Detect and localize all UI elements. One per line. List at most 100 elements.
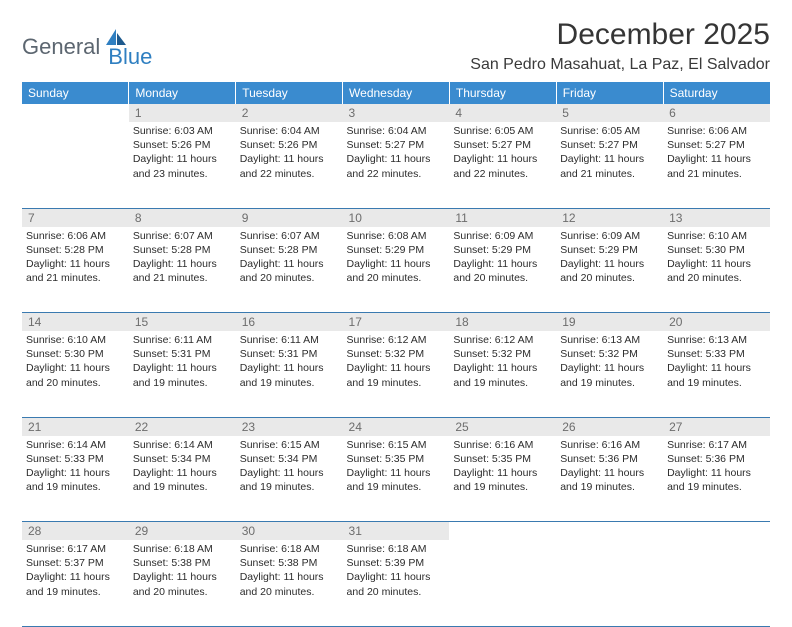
daylight-text-2: and 23 minutes. — [133, 167, 232, 181]
day-cell: Sunrise: 6:15 AMSunset: 5:35 PMDaylight:… — [343, 436, 450, 522]
day-number-cell: 6 — [663, 104, 770, 122]
day-number-cell: 8 — [129, 208, 236, 227]
weekday-thursday: Thursday — [449, 82, 556, 104]
day-cell — [22, 122, 129, 208]
daylight-text-1: Daylight: 11 hours — [667, 152, 766, 166]
sunrise-text: Sunrise: 6:14 AM — [26, 438, 125, 452]
day-number-cell: 26 — [556, 417, 663, 436]
week-content-row: Sunrise: 6:03 AMSunset: 5:26 PMDaylight:… — [22, 122, 770, 208]
sunset-text: Sunset: 5:27 PM — [347, 138, 446, 152]
sunrise-text: Sunrise: 6:04 AM — [240, 124, 339, 138]
day-number-cell: 23 — [236, 417, 343, 436]
day-number-row: 123456 — [22, 104, 770, 122]
daylight-text-1: Daylight: 11 hours — [560, 466, 659, 480]
sunset-text: Sunset: 5:32 PM — [560, 347, 659, 361]
day-cell-content: Sunrise: 6:10 AMSunset: 5:30 PMDaylight:… — [667, 229, 766, 286]
sunset-text: Sunset: 5:31 PM — [240, 347, 339, 361]
day-cell: Sunrise: 6:18 AMSunset: 5:38 PMDaylight:… — [129, 540, 236, 626]
day-cell: Sunrise: 6:07 AMSunset: 5:28 PMDaylight:… — [236, 227, 343, 313]
daylight-text-2: and 20 minutes. — [560, 271, 659, 285]
day-number-cell: 2 — [236, 104, 343, 122]
sunset-text: Sunset: 5:34 PM — [240, 452, 339, 466]
day-cell: Sunrise: 6:12 AMSunset: 5:32 PMDaylight:… — [449, 331, 556, 417]
sunset-text: Sunset: 5:33 PM — [667, 347, 766, 361]
day-cell-content: Sunrise: 6:16 AMSunset: 5:35 PMDaylight:… — [453, 438, 552, 495]
day-number-cell: 5 — [556, 104, 663, 122]
logo: General Blue — [22, 18, 152, 70]
day-cell — [556, 540, 663, 626]
day-cell-content: Sunrise: 6:13 AMSunset: 5:33 PMDaylight:… — [667, 333, 766, 390]
day-number-cell: 25 — [449, 417, 556, 436]
daylight-text-1: Daylight: 11 hours — [240, 570, 339, 584]
weekday-tuesday: Tuesday — [236, 82, 343, 104]
daylight-text-2: and 20 minutes. — [347, 585, 446, 599]
week-content-row: Sunrise: 6:14 AMSunset: 5:33 PMDaylight:… — [22, 436, 770, 522]
day-cell-content: Sunrise: 6:14 AMSunset: 5:34 PMDaylight:… — [133, 438, 232, 495]
day-number-cell: 17 — [343, 313, 450, 332]
day-cell-content: Sunrise: 6:17 AMSunset: 5:36 PMDaylight:… — [667, 438, 766, 495]
daylight-text-1: Daylight: 11 hours — [453, 361, 552, 375]
day-cell — [449, 540, 556, 626]
daylight-text-1: Daylight: 11 hours — [560, 152, 659, 166]
day-number-cell: 10 — [343, 208, 450, 227]
day-cell-content: Sunrise: 6:17 AMSunset: 5:37 PMDaylight:… — [26, 542, 125, 599]
sunrise-text: Sunrise: 6:08 AM — [347, 229, 446, 243]
day-cell-content: Sunrise: 6:08 AMSunset: 5:29 PMDaylight:… — [347, 229, 446, 286]
day-cell: Sunrise: 6:11 AMSunset: 5:31 PMDaylight:… — [129, 331, 236, 417]
calendar-table: Sunday Monday Tuesday Wednesday Thursday… — [22, 82, 770, 627]
day-cell: Sunrise: 6:10 AMSunset: 5:30 PMDaylight:… — [663, 227, 770, 313]
day-cell — [663, 540, 770, 626]
sunrise-text: Sunrise: 6:05 AM — [453, 124, 552, 138]
daylight-text-1: Daylight: 11 hours — [667, 257, 766, 271]
weekday-monday: Monday — [129, 82, 236, 104]
sunset-text: Sunset: 5:27 PM — [667, 138, 766, 152]
day-cell: Sunrise: 6:18 AMSunset: 5:39 PMDaylight:… — [343, 540, 450, 626]
daylight-text-2: and 22 minutes. — [240, 167, 339, 181]
daylight-text-1: Daylight: 11 hours — [240, 152, 339, 166]
daylight-text-1: Daylight: 11 hours — [560, 257, 659, 271]
sunrise-text: Sunrise: 6:17 AM — [26, 542, 125, 556]
day-cell-content: Sunrise: 6:06 AMSunset: 5:28 PMDaylight:… — [26, 229, 125, 286]
day-number-cell: 1 — [129, 104, 236, 122]
sunset-text: Sunset: 5:29 PM — [560, 243, 659, 257]
daylight-text-2: and 19 minutes. — [347, 480, 446, 494]
sunset-text: Sunset: 5:38 PM — [240, 556, 339, 570]
daylight-text-2: and 19 minutes. — [453, 480, 552, 494]
sunset-text: Sunset: 5:30 PM — [26, 347, 125, 361]
sunrise-text: Sunrise: 6:18 AM — [347, 542, 446, 556]
day-number-cell: 11 — [449, 208, 556, 227]
daylight-text-2: and 21 minutes. — [133, 271, 232, 285]
day-cell-content: Sunrise: 6:14 AMSunset: 5:33 PMDaylight:… — [26, 438, 125, 495]
daylight-text-1: Daylight: 11 hours — [347, 361, 446, 375]
week-content-row: Sunrise: 6:06 AMSunset: 5:28 PMDaylight:… — [22, 227, 770, 313]
weekday-friday: Friday — [556, 82, 663, 104]
week-content-row: Sunrise: 6:17 AMSunset: 5:37 PMDaylight:… — [22, 540, 770, 626]
day-number-cell: 28 — [22, 522, 129, 541]
daylight-text-1: Daylight: 11 hours — [347, 466, 446, 480]
day-number-cell: 3 — [343, 104, 450, 122]
sunset-text: Sunset: 5:36 PM — [667, 452, 766, 466]
day-number-cell: 15 — [129, 313, 236, 332]
day-number-cell — [556, 522, 663, 541]
sunset-text: Sunset: 5:35 PM — [347, 452, 446, 466]
daylight-text-1: Daylight: 11 hours — [453, 152, 552, 166]
daylight-text-2: and 19 minutes. — [26, 480, 125, 494]
day-cell: Sunrise: 6:17 AMSunset: 5:36 PMDaylight:… — [663, 436, 770, 522]
logo-text-blue: Blue — [108, 44, 152, 70]
sunset-text: Sunset: 5:31 PM — [133, 347, 232, 361]
day-cell-content: Sunrise: 6:04 AMSunset: 5:27 PMDaylight:… — [347, 124, 446, 181]
day-number-row: 28293031 — [22, 522, 770, 541]
calendar-body: 123456Sunrise: 6:03 AMSunset: 5:26 PMDay… — [22, 104, 770, 626]
day-number-cell: 14 — [22, 313, 129, 332]
day-number-cell: 18 — [449, 313, 556, 332]
sunrise-text: Sunrise: 6:09 AM — [560, 229, 659, 243]
day-cell-content: Sunrise: 6:09 AMSunset: 5:29 PMDaylight:… — [560, 229, 659, 286]
day-cell-content: Sunrise: 6:05 AMSunset: 5:27 PMDaylight:… — [453, 124, 552, 181]
day-number-row: 14151617181920 — [22, 313, 770, 332]
sunset-text: Sunset: 5:32 PM — [347, 347, 446, 361]
day-number-cell — [22, 104, 129, 122]
sunset-text: Sunset: 5:28 PM — [133, 243, 232, 257]
day-cell: Sunrise: 6:16 AMSunset: 5:35 PMDaylight:… — [449, 436, 556, 522]
daylight-text-1: Daylight: 11 hours — [26, 257, 125, 271]
sunset-text: Sunset: 5:35 PM — [453, 452, 552, 466]
